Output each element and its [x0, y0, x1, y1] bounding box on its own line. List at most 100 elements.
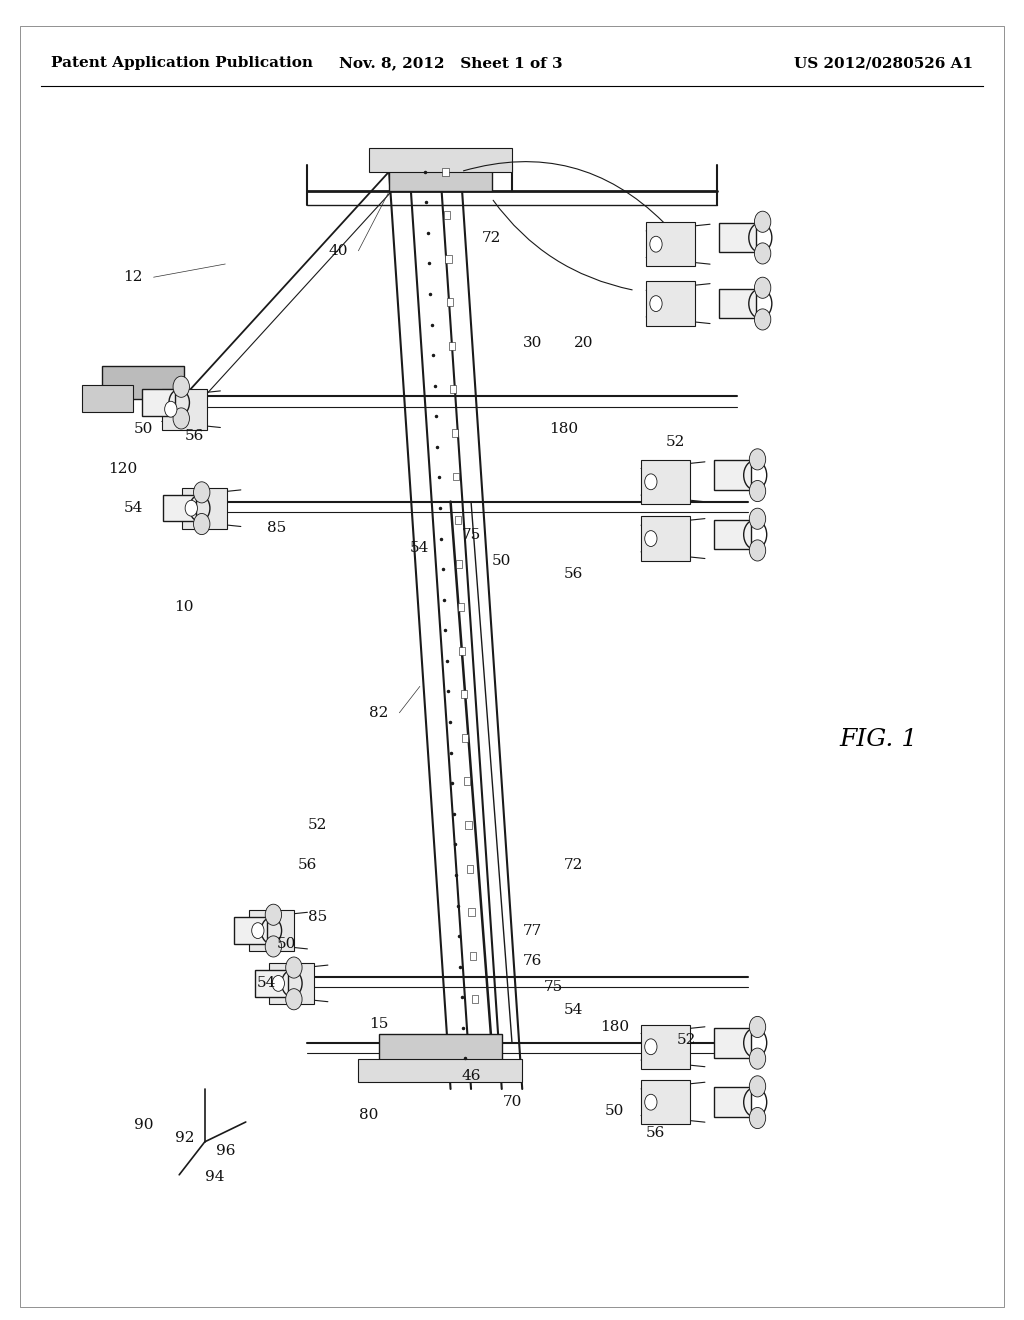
Circle shape: [173, 408, 189, 429]
Bar: [641, 1024, 690, 1069]
FancyArrowPatch shape: [494, 201, 632, 290]
Bar: [451, 385, 457, 393]
Bar: [455, 516, 461, 524]
Text: US 2012/0280526 A1: US 2012/0280526 A1: [794, 57, 973, 70]
Text: 72: 72: [564, 858, 583, 871]
Text: 10: 10: [174, 601, 195, 614]
Circle shape: [750, 1107, 766, 1129]
Bar: [719, 289, 756, 318]
Text: 15: 15: [370, 1018, 388, 1031]
Text: 90: 90: [133, 1118, 154, 1131]
Text: 30: 30: [523, 337, 542, 350]
Bar: [449, 342, 455, 350]
Circle shape: [194, 513, 210, 535]
Circle shape: [750, 1048, 766, 1069]
Text: 56: 56: [646, 1126, 665, 1139]
Text: 75: 75: [462, 528, 480, 541]
Text: 50: 50: [493, 554, 511, 568]
Bar: [459, 647, 465, 655]
Text: 52: 52: [667, 436, 685, 449]
Bar: [714, 1028, 751, 1057]
Circle shape: [755, 309, 771, 330]
Text: 85: 85: [267, 521, 286, 535]
FancyArrowPatch shape: [464, 161, 664, 223]
Bar: [255, 970, 288, 997]
Circle shape: [750, 480, 766, 502]
Text: 40: 40: [328, 244, 348, 257]
Text: 56: 56: [564, 568, 583, 581]
Bar: [269, 964, 314, 1003]
Circle shape: [165, 401, 177, 417]
Text: 52: 52: [308, 818, 327, 832]
Bar: [458, 603, 464, 611]
Bar: [453, 473, 459, 480]
Text: 75: 75: [544, 981, 562, 994]
Circle shape: [265, 904, 282, 925]
Circle shape: [286, 989, 302, 1010]
Text: 56: 56: [298, 858, 316, 871]
Circle shape: [650, 236, 663, 252]
Circle shape: [750, 508, 766, 529]
Bar: [358, 1059, 522, 1082]
Bar: [452, 429, 458, 437]
Bar: [646, 222, 695, 267]
Bar: [464, 777, 470, 785]
Text: FIG. 1: FIG. 1: [840, 727, 918, 751]
Circle shape: [272, 975, 285, 991]
Circle shape: [645, 531, 657, 546]
Text: 92: 92: [174, 1131, 195, 1144]
Bar: [446, 298, 453, 306]
Text: 77: 77: [523, 924, 542, 937]
Circle shape: [755, 211, 771, 232]
Text: 180: 180: [549, 422, 578, 436]
Bar: [641, 459, 690, 504]
Text: 85: 85: [308, 911, 327, 924]
Circle shape: [750, 540, 766, 561]
Bar: [442, 168, 449, 176]
Text: 80: 80: [359, 1109, 378, 1122]
Bar: [471, 995, 477, 1003]
Bar: [463, 734, 469, 742]
Bar: [641, 516, 690, 561]
Text: 94: 94: [205, 1171, 225, 1184]
Circle shape: [750, 1076, 766, 1097]
Circle shape: [750, 449, 766, 470]
Bar: [369, 148, 512, 172]
Circle shape: [173, 376, 189, 397]
Text: 54: 54: [564, 1003, 583, 1016]
Bar: [461, 690, 467, 698]
Bar: [82, 385, 133, 412]
Text: 20: 20: [573, 337, 594, 350]
Text: 12: 12: [123, 271, 143, 284]
Bar: [444, 211, 451, 219]
Text: 72: 72: [482, 231, 501, 244]
Text: 54: 54: [411, 541, 429, 554]
Text: 180: 180: [600, 1020, 629, 1034]
Bar: [467, 865, 473, 873]
Circle shape: [194, 482, 210, 503]
Text: 96: 96: [215, 1144, 236, 1158]
Text: 82: 82: [370, 706, 388, 719]
Circle shape: [750, 1016, 766, 1038]
Bar: [470, 952, 476, 960]
Bar: [142, 389, 175, 416]
Bar: [714, 520, 751, 549]
Bar: [379, 1034, 502, 1063]
Text: 120: 120: [109, 462, 137, 475]
Bar: [457, 560, 463, 568]
Circle shape: [755, 243, 771, 264]
Bar: [234, 917, 267, 944]
Text: 50: 50: [605, 1105, 624, 1118]
Bar: [714, 461, 751, 490]
Circle shape: [265, 936, 282, 957]
Text: 70: 70: [503, 1096, 521, 1109]
Bar: [163, 495, 196, 521]
Bar: [646, 281, 695, 326]
Text: Nov. 8, 2012   Sheet 1 of 3: Nov. 8, 2012 Sheet 1 of 3: [339, 57, 562, 70]
Circle shape: [252, 923, 264, 939]
Text: 54: 54: [124, 502, 142, 515]
Bar: [445, 255, 452, 263]
Circle shape: [645, 474, 657, 490]
Circle shape: [185, 500, 198, 516]
Bar: [249, 911, 294, 950]
